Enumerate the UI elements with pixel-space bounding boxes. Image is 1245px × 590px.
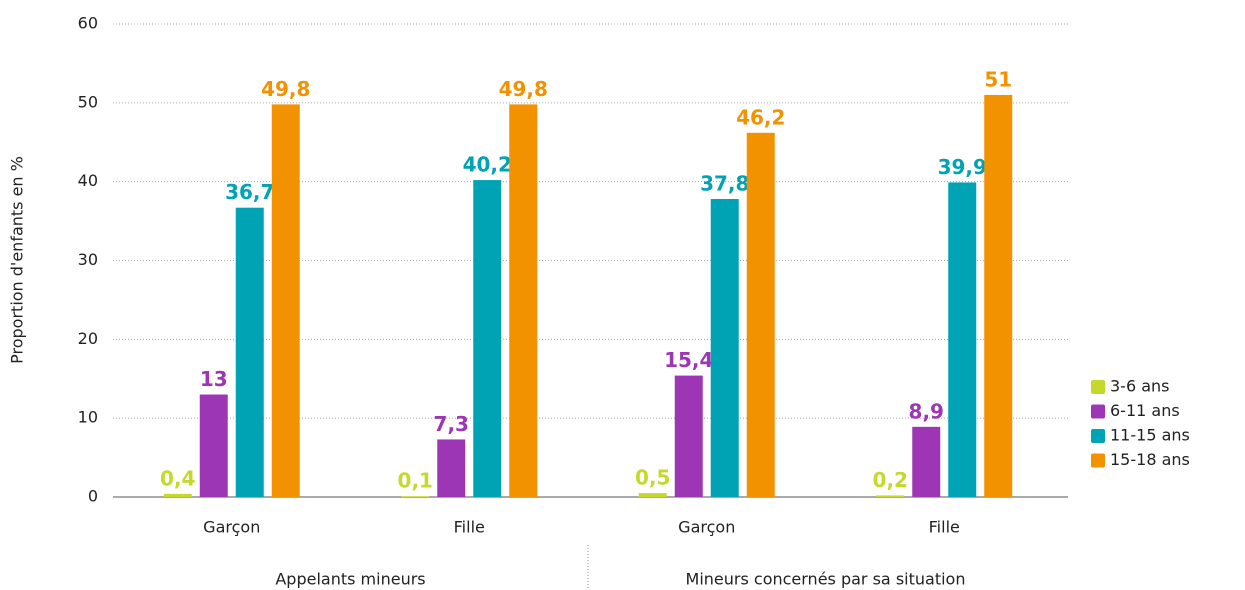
data-label: 40,2 xyxy=(463,153,512,177)
y-axis-title: Proportion d'enfants en % xyxy=(8,156,27,364)
data-label: 36,7 xyxy=(225,180,274,204)
data-label: 0,5 xyxy=(635,466,670,490)
data-label: 37,8 xyxy=(700,172,749,196)
data-label: 7,3 xyxy=(434,412,469,436)
bar xyxy=(199,394,228,497)
data-label: 0,2 xyxy=(873,468,908,492)
group-label: Mineurs concernés par sa situation xyxy=(686,570,966,589)
data-label: 49,8 xyxy=(499,77,548,101)
x-tick-label: Fille xyxy=(929,518,960,537)
data-label: 0,1 xyxy=(398,469,433,493)
data-label: 15,4 xyxy=(664,348,713,372)
bar xyxy=(674,375,703,497)
y-tick-label: 20 xyxy=(78,329,98,348)
y-tick-label: 10 xyxy=(78,408,98,427)
bar xyxy=(710,199,739,497)
data-label: 46,2 xyxy=(736,105,785,129)
data-label: 39,9 xyxy=(938,155,987,179)
bar xyxy=(271,104,300,497)
legend-label: 6-11 ans xyxy=(1110,401,1180,420)
bar xyxy=(912,426,941,497)
data-label: 13 xyxy=(200,367,228,391)
group-label: Appelants mineurs xyxy=(275,570,425,589)
y-tick-label: 0 xyxy=(88,487,98,506)
legend-label: 15-18 ans xyxy=(1110,450,1190,469)
legend-swatch xyxy=(1091,429,1105,443)
data-label: 49,8 xyxy=(261,77,310,101)
bar xyxy=(876,495,905,497)
legend-label: 11-15 ans xyxy=(1110,426,1190,445)
bar xyxy=(473,180,502,497)
bar xyxy=(163,493,192,497)
bar xyxy=(235,207,264,497)
bar xyxy=(984,94,1013,497)
bar xyxy=(401,496,430,497)
bar xyxy=(746,132,775,498)
bar xyxy=(638,493,667,497)
x-tick-label: Garçon xyxy=(203,518,260,537)
y-tick-label: 30 xyxy=(78,250,98,269)
y-tick-label: 50 xyxy=(78,92,98,111)
legend-swatch xyxy=(1091,380,1105,394)
data-label: 0,4 xyxy=(160,466,195,490)
legend-swatch xyxy=(1091,453,1105,468)
data-label: 51 xyxy=(984,67,1012,91)
x-tick-label: Fille xyxy=(454,518,485,537)
bar xyxy=(948,182,977,497)
x-tick-label: Garçon xyxy=(678,518,735,537)
y-tick-label: 40 xyxy=(78,171,98,190)
y-tick-label: 60 xyxy=(78,14,98,33)
legend-swatch xyxy=(1091,404,1105,419)
bar xyxy=(509,104,538,497)
bar xyxy=(437,439,466,497)
data-label: 8,9 xyxy=(909,399,944,423)
legend-label: 3-6 ans xyxy=(1110,377,1170,396)
